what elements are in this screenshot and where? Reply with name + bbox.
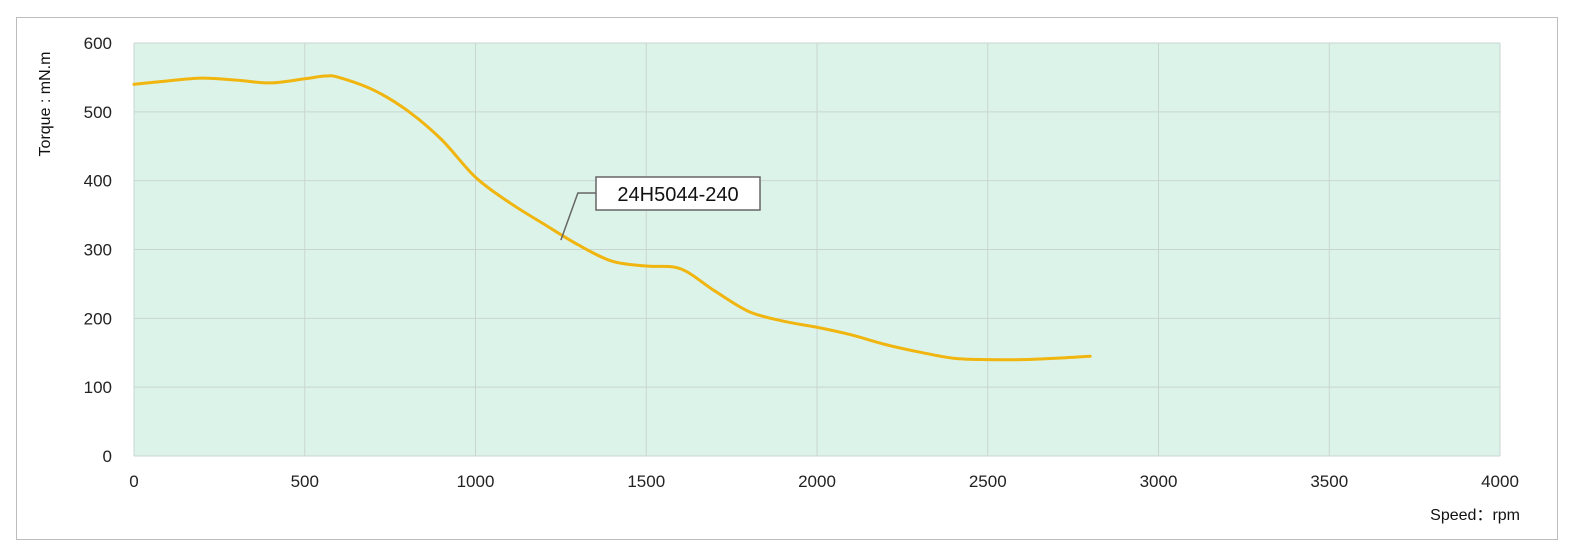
x-tick-label: 3000 bbox=[1140, 472, 1178, 491]
grid bbox=[133, 42, 1501, 457]
y-axis-title: Torque : mN.m bbox=[37, 52, 54, 157]
series-layer bbox=[132, 74, 1092, 362]
x-tick-label: 1000 bbox=[457, 472, 495, 491]
y-tick-label: 500 bbox=[84, 103, 112, 122]
annotation-layer: 24H5044-240 bbox=[560, 176, 761, 241]
y-tick-label: 600 bbox=[84, 34, 112, 53]
x-tick-label: 0 bbox=[129, 472, 138, 491]
x-tick-label: 1500 bbox=[627, 472, 665, 491]
y-tick-label: 300 bbox=[84, 241, 112, 260]
y-tick-label: 0 bbox=[103, 447, 112, 466]
y-tick-label: 200 bbox=[84, 309, 112, 328]
y-tick-label: 100 bbox=[84, 378, 112, 397]
x-tick-label: 2000 bbox=[798, 472, 836, 491]
x-tick-label: 2500 bbox=[969, 472, 1007, 491]
x-tick-label: 4000 bbox=[1481, 472, 1519, 491]
annotation-box bbox=[595, 176, 761, 211]
y-tick-label: 400 bbox=[84, 172, 112, 191]
tick-labels: 0 500 1000 1500 2000 2500 3000 3500 4000 0 100 200 3… bbox=[84, 34, 1519, 491]
x-tick-label: 3500 bbox=[1310, 472, 1348, 491]
annotation-leader-line bbox=[560, 192, 596, 241]
x-tick-label: 500 bbox=[291, 472, 319, 491]
series-line bbox=[132, 74, 1092, 362]
x-axis-title: Speed：rpm bbox=[1430, 507, 1520, 524]
series-label: 24H5044-240 bbox=[617, 184, 738, 206]
